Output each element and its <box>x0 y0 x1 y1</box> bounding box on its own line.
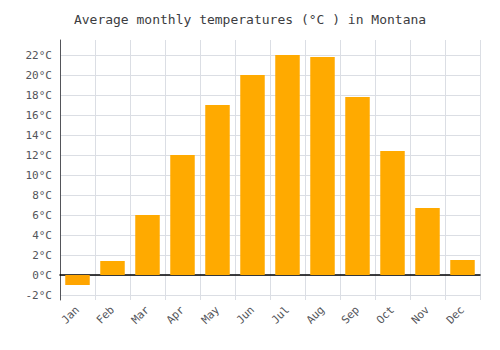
svg-text:Dec: Dec <box>444 303 467 326</box>
svg-text:8°C: 8°C <box>32 189 52 202</box>
svg-text:Nov: Nov <box>409 303 432 326</box>
svg-text:6°C: 6°C <box>32 209 52 222</box>
svg-text:Mar: Mar <box>129 303 152 326</box>
svg-text:Oct: Oct <box>374 303 397 326</box>
svg-text:14°C: 14°C <box>26 129 53 142</box>
svg-text:2°C: 2°C <box>32 249 52 262</box>
svg-text:Aug: Aug <box>304 303 327 326</box>
svg-text:Jul: Jul <box>269 303 292 326</box>
svg-text:May: May <box>199 303 222 326</box>
svg-text:Sep: Sep <box>339 303 362 326</box>
svg-text:4°C: 4°C <box>32 229 52 242</box>
svg-text:16°C: 16°C <box>26 109 53 122</box>
svg-text:Apr: Apr <box>164 303 187 326</box>
svg-text:22°C: 22°C <box>26 49 53 62</box>
svg-text:18°C: 18°C <box>26 89 53 102</box>
svg-text:10°C: 10°C <box>26 169 53 182</box>
svg-text:Jun: Jun <box>234 303 257 326</box>
svg-text:-2°C: -2°C <box>26 289 53 302</box>
svg-text:20°C: 20°C <box>26 69 53 82</box>
svg-text:12°C: 12°C <box>26 149 53 162</box>
svg-text:Average monthly temperatures (: Average monthly temperatures (°C ) in Mo… <box>74 12 426 27</box>
svg-text:Feb: Feb <box>94 303 117 326</box>
svg-text:0°C: 0°C <box>32 269 52 282</box>
svg-text:Jan: Jan <box>59 303 82 326</box>
